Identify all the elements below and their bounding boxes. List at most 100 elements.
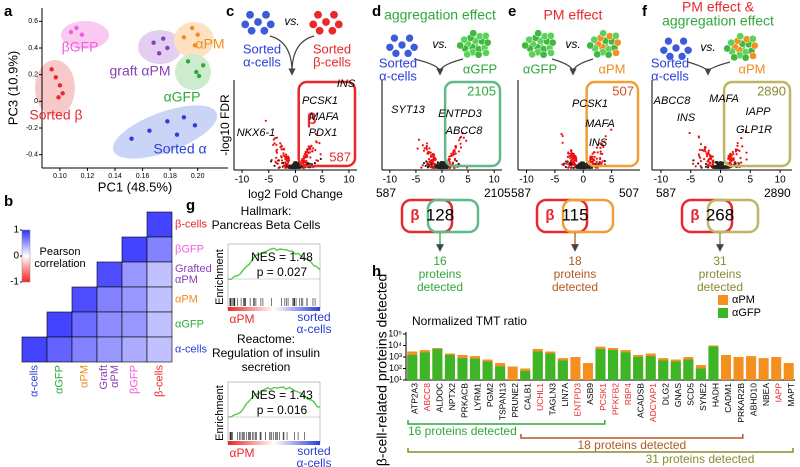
volcano-point <box>451 154 454 157</box>
cell-icon <box>253 17 263 27</box>
volcano-point <box>264 119 267 122</box>
cell-icon <box>334 19 344 29</box>
bracket <box>407 448 794 453</box>
volcano-point <box>425 148 429 151</box>
cell-icon <box>463 50 472 59</box>
volcano-point <box>428 160 431 163</box>
volcano-point <box>416 147 419 150</box>
volcano-point <box>571 158 574 161</box>
colorbar <box>21 229 31 283</box>
volcano-point <box>459 142 462 145</box>
gene-label: MAFA <box>709 93 739 105</box>
volcano-point <box>597 162 600 165</box>
bar <box>645 356 656 380</box>
x-tick-label: 0 <box>293 175 299 186</box>
cell-icon <box>321 17 331 27</box>
volcano-point <box>293 166 296 169</box>
point <box>185 59 191 64</box>
volcano-point <box>282 152 285 155</box>
volcano-point <box>736 141 739 145</box>
volcano-point <box>694 165 697 168</box>
heatmap-cell <box>121 286 148 313</box>
volcano-point <box>567 163 570 166</box>
bar <box>683 359 694 380</box>
x-tick-label: PFKFB2 <box>610 383 620 415</box>
point <box>147 128 152 133</box>
volcano-point <box>290 164 294 167</box>
volcano-point <box>720 163 723 167</box>
cell-icon <box>677 52 687 61</box>
detected-label: 31 <box>713 254 727 268</box>
arrow <box>572 58 594 73</box>
point <box>56 95 61 100</box>
volcano-point <box>595 157 598 160</box>
volcano-point <box>433 157 437 161</box>
volcano-point <box>319 153 322 156</box>
point <box>192 43 198 48</box>
x-tick-label: -10 <box>519 175 534 186</box>
volcano-point <box>316 159 320 162</box>
cartoon-label: αGFP <box>523 61 557 76</box>
cell-icon <box>405 33 414 43</box>
group-ellipse <box>61 21 109 49</box>
panel-label: e <box>508 3 516 20</box>
y-axis-label: Normalized TMT ratio <box>412 314 527 328</box>
x-tick-label: ABCC8 <box>422 383 432 412</box>
heatmap-cell <box>46 311 73 338</box>
venn-label: β <box>545 207 554 224</box>
volcano-point <box>703 148 706 151</box>
highlight-box <box>443 80 502 168</box>
volcano-point <box>699 164 702 168</box>
x-tick-label: LIN7A <box>560 383 570 407</box>
arrow <box>707 61 731 73</box>
volcano-point <box>279 146 282 149</box>
cell-icon <box>259 26 269 36</box>
volcano-point <box>277 166 280 170</box>
bar <box>771 357 782 380</box>
cell-icon <box>741 53 750 62</box>
venn-overlap: 115 <box>561 205 588 224</box>
volcano-point <box>596 143 600 147</box>
bracket-label: 16 proteins detected <box>408 424 517 438</box>
y-tick-label: 0.2 <box>28 72 38 79</box>
volcano-point <box>691 162 695 165</box>
cell-icon <box>723 44 732 53</box>
volcano-point <box>573 159 576 162</box>
volcano-point <box>698 155 701 158</box>
volcano-point <box>431 160 434 163</box>
volcano-point <box>296 165 299 169</box>
cell-icon <box>308 19 318 29</box>
panel-label: f <box>642 3 648 20</box>
volcano-point <box>697 136 701 139</box>
cell-icon <box>403 49 413 58</box>
volcano-point <box>595 146 599 149</box>
volcano-point <box>599 157 602 161</box>
gsea-heading: Pancreas Beta Cells <box>212 218 321 232</box>
x-tick-label: -5 <box>686 175 695 186</box>
cell-icon <box>736 32 745 41</box>
x-tick-label: ASB9 <box>585 383 595 405</box>
volcano-point <box>426 163 429 166</box>
volcano-point <box>280 159 284 162</box>
volcano-point <box>277 159 280 162</box>
volcano-point <box>715 165 719 168</box>
volcano-point <box>576 166 579 169</box>
x-tick-label: ABHD10 <box>748 383 758 416</box>
cell-icon <box>469 29 478 38</box>
point <box>79 32 85 37</box>
volcano-point <box>564 160 568 163</box>
volcano-point <box>319 157 322 161</box>
x-tick-label: CALB1 <box>522 383 532 410</box>
volcano-point <box>454 144 457 148</box>
detected-label: detected <box>697 280 743 294</box>
group-ellipse <box>35 60 75 116</box>
volcano-point <box>431 164 434 168</box>
volcano-point <box>711 159 714 162</box>
heatmap-label: β-cells <box>153 365 165 397</box>
volcano-point <box>465 139 468 142</box>
cartoon-title: aggregation effect <box>384 7 496 23</box>
volcano-point <box>301 159 304 162</box>
bar <box>758 358 769 380</box>
gene-label: INS <box>337 78 356 90</box>
nes-label: NES = 1.43 <box>251 388 313 402</box>
